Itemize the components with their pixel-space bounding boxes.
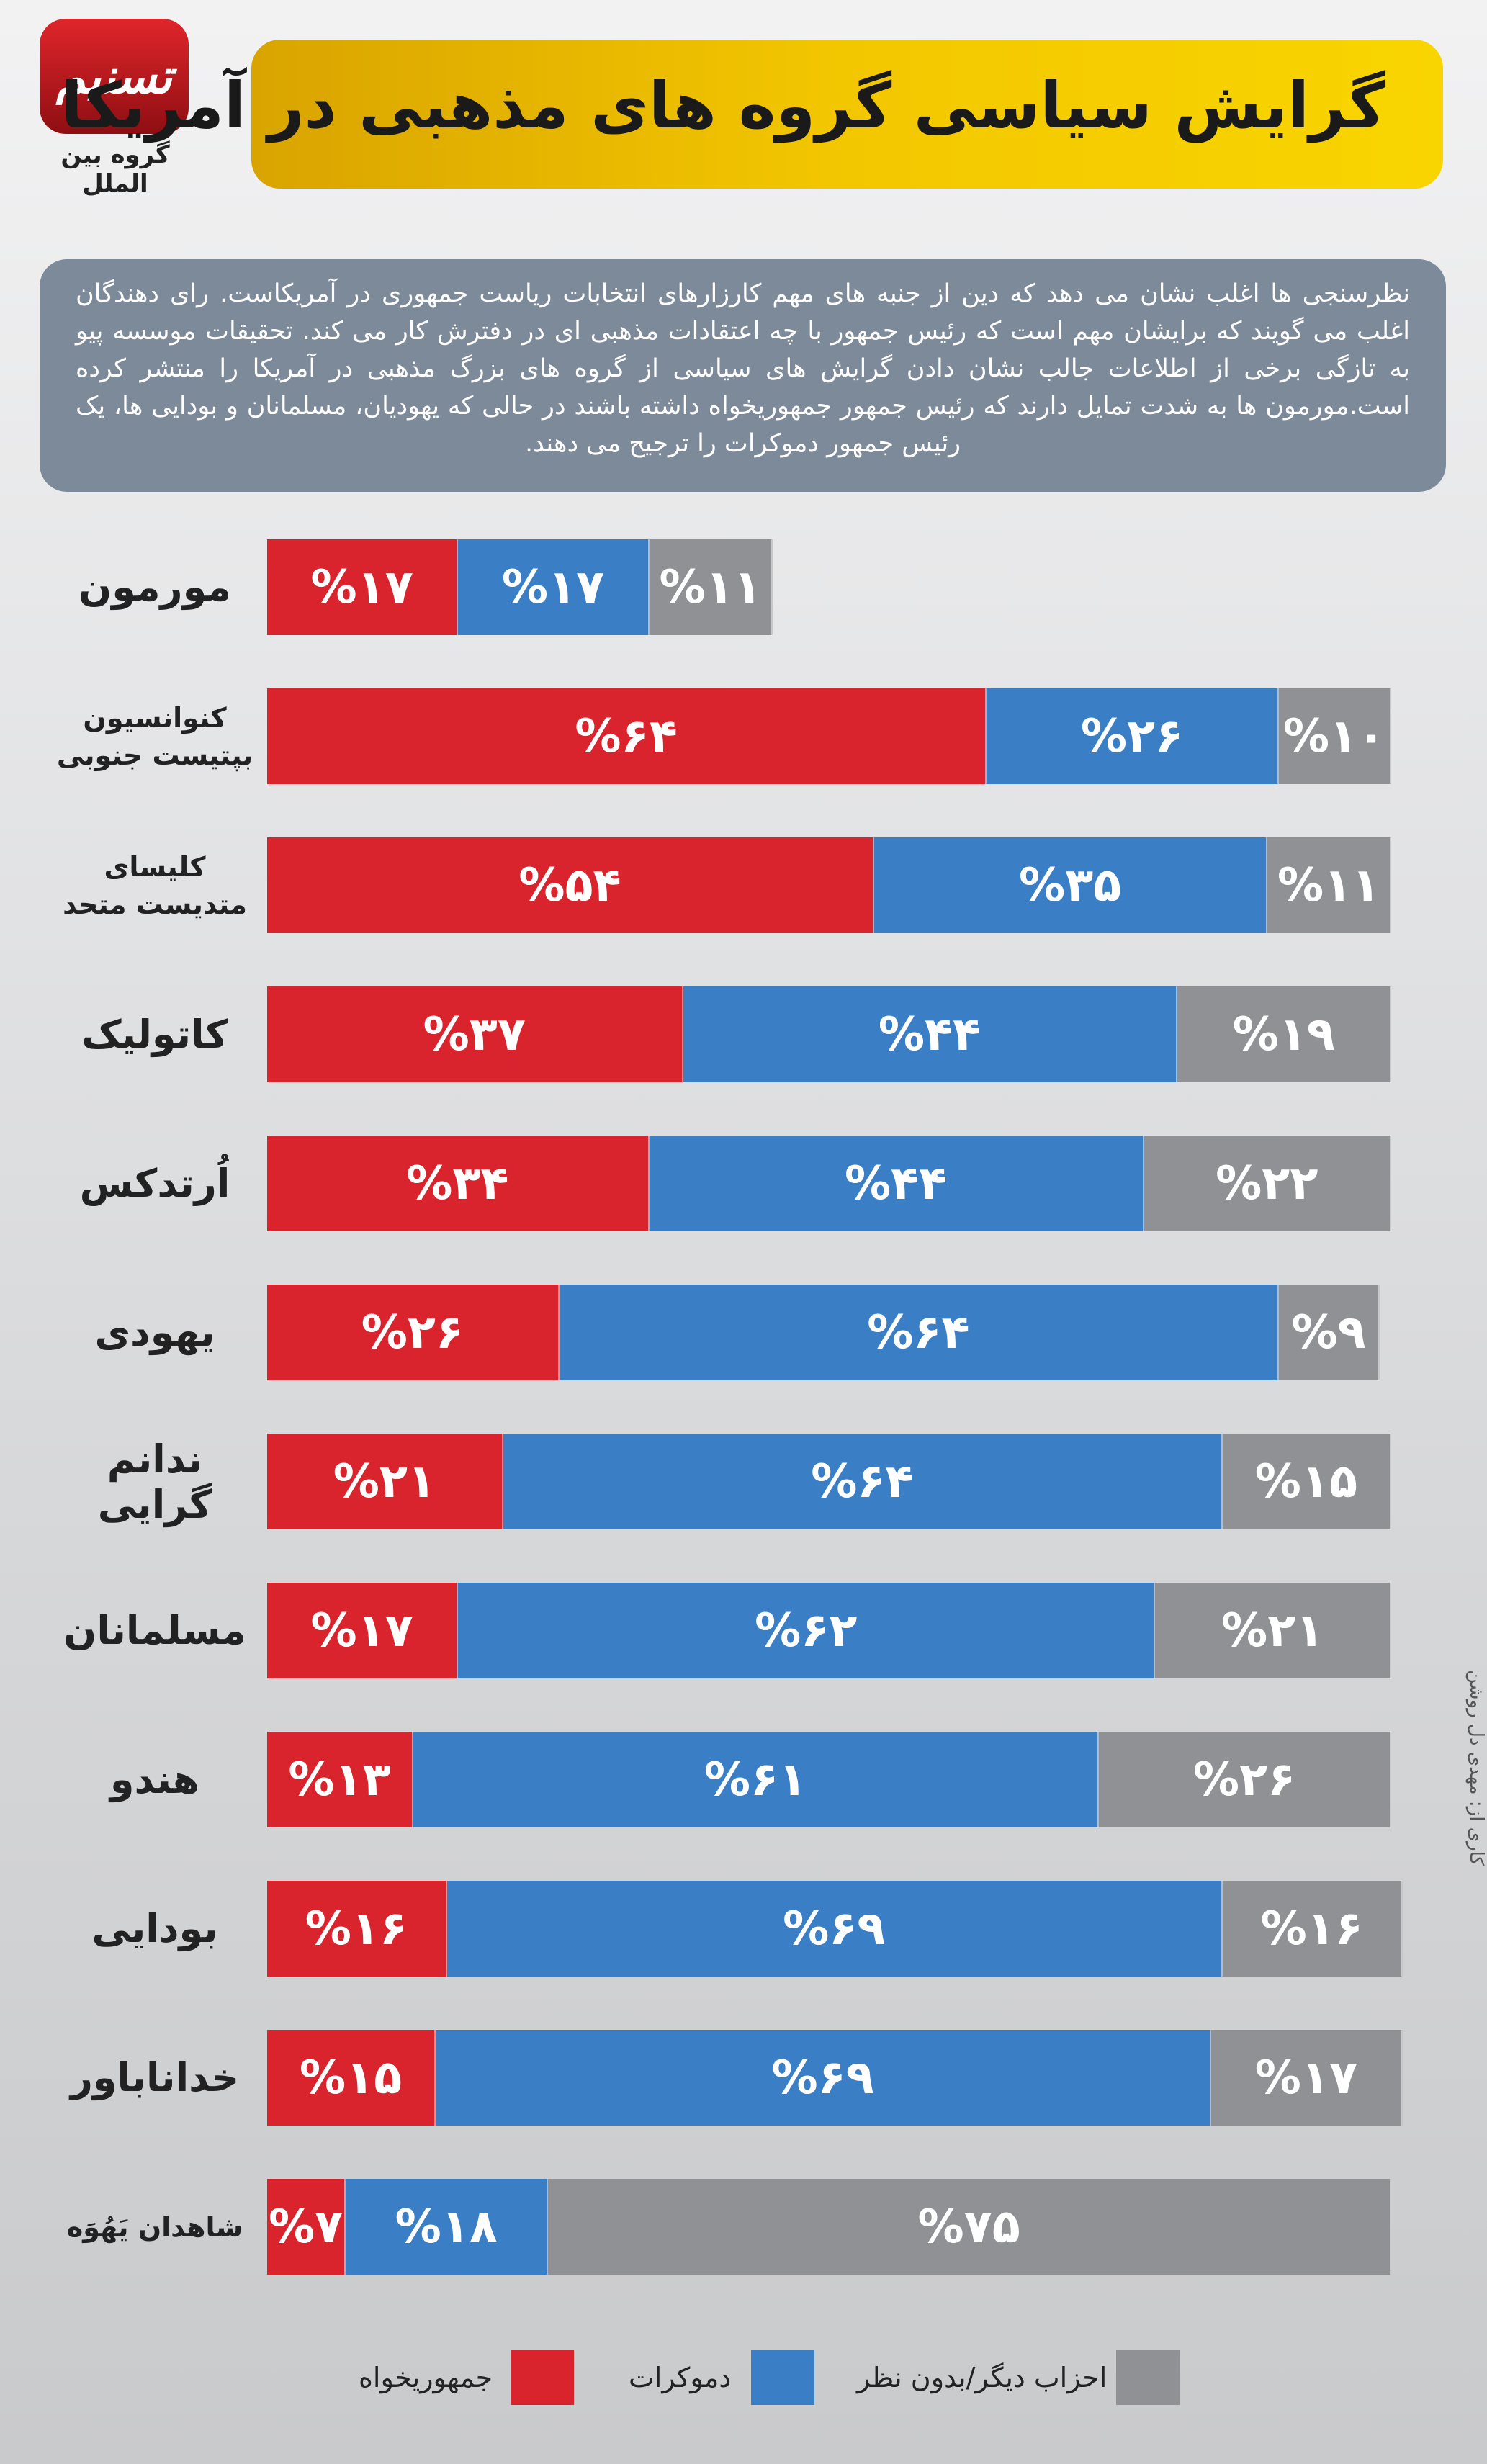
bar-segment: %۶۱ [413,1732,1100,1827]
bar-segment: %۱۷ [1211,2030,1403,2126]
legend-label: دموکرات [629,2362,732,2393]
logo-subtitle: گروه بین الملل [60,140,170,198]
value-label: %۱۸ [395,2200,498,2254]
legend-label: احزاب دیگر/بدون نظر [857,2362,1108,2393]
value-label: %۱۱ [659,560,762,614]
category-label: مورمون [78,565,231,610]
bar-segment: %۶۴ [503,1434,1223,1529]
value-label: %۶۴ [575,709,678,763]
category-label: کلیسای متدیست متحد [63,850,247,920]
header: گرایش سیاسی گروه های مذهبی در آمریکا [61,40,1443,189]
bar-segment: %۶۹ [446,1881,1223,1977]
bar-segment: %۲۶ [1099,1732,1391,1827]
value-label: %۶۹ [771,2051,874,2105]
bar-segment: %۱۹ [1177,986,1391,1082]
value-label: %۱۹ [1232,1007,1335,1061]
value-label: %۱۱ [1277,858,1380,912]
bar-segment: %۱۷ [267,1583,459,1678]
value-label: %۲۶ [361,1305,464,1359]
value-label: %۶۹ [783,1902,886,1956]
bar-segment: %۱۶ [267,1881,447,1977]
category-label: مسلمانان [63,1608,246,1653]
bar-segment: %۳۷ [267,986,683,1082]
value-label: %۹ [1291,1305,1366,1359]
value-label: %۵۴ [518,858,621,912]
value-label: %۳۵ [1018,858,1122,912]
category-label: کنوانسیون بپتیست جنوبی [56,701,253,771]
bar-segment: %۶۴ [267,688,987,784]
value-label: %۱۷ [310,560,413,614]
legend-label: جمهوریخواه [359,2362,493,2393]
chart-title: گرایش سیاسی گروه های مذهبی در آمریکا [60,68,1385,143]
legend-swatch [511,2350,574,2405]
bar-segment: %۱۱ [649,539,773,635]
value-label: %۱۷ [310,1604,413,1658]
credit: کاری از: مهدی دل روشن [1465,1670,1487,1866]
value-label: %۱۷ [1254,2051,1358,2105]
value-label: %۱۶ [305,1902,408,1956]
value-label: %۱۵ [1254,1454,1358,1508]
value-label: %۶۴ [811,1454,914,1508]
bar-segment: %۱۳ [267,1732,413,1827]
bar-segment: %۴۴ [649,1136,1144,1231]
value-label: %۲۶ [1080,709,1184,763]
intro-text: نظرسنجی ها اغلب نشان می دهد که دین از جن… [40,259,1446,492]
value-label: %۱۵ [299,2051,403,2105]
bar-segment: %۲۲ [1144,1136,1391,1231]
bar-segment: %۱۰ [1278,688,1391,784]
category-label: ندانم گرایی [97,1436,212,1527]
bar-segment: %۳۴ [267,1136,650,1231]
bar-segment: %۱۱ [1267,837,1391,933]
bar-segment: %۱۷ [267,539,459,635]
value-label: %۴۴ [878,1007,981,1061]
bar-segment: %۲۱ [1155,1583,1391,1678]
bar-segment: %۲۱ [267,1434,503,1529]
bar-segment: %۱۵ [267,2030,436,2126]
value-label: %۴۴ [845,1156,948,1210]
bar-segment: %۱۶ [1222,1881,1403,1977]
value-label: %۱۰ [1282,709,1386,763]
category-label: کاتولیک [81,1012,228,1057]
value-label: %۱۳ [288,1753,391,1807]
bar-segment: %۱۷ [458,539,650,635]
bar-segment: %۷۵ [548,2179,1391,2275]
value-label: %۲۱ [333,1454,436,1508]
bar-segment: %۷ [267,2179,346,2275]
bar-segment: %۱۸ [346,2179,549,2275]
bar-segment: %۲۶ [987,688,1279,784]
value-label: %۶۴ [867,1305,970,1359]
category-label: هندو [109,1757,200,1802]
value-label: %۶۲ [755,1604,858,1658]
value-label: %۷ [269,2200,343,2254]
value-label: %۱۶ [1260,1902,1363,1956]
value-label: %۳۷ [423,1007,526,1061]
legend-swatch [1116,2350,1180,2405]
value-label: %۱۷ [501,560,605,614]
category-label: خداناباور [70,2055,240,2100]
value-label: %۳۴ [406,1156,509,1210]
value-label: %۲۲ [1216,1156,1318,1210]
value-label: %۲۱ [1221,1604,1324,1658]
legend-swatch [751,2350,814,2405]
bar-segment: %۳۵ [873,837,1268,933]
category-label: اُرتدکس [79,1161,230,1206]
value-label: %۷۵ [917,2200,1020,2254]
bar-segment: %۵۴ [267,837,874,933]
bar-segment: %۲۶ [267,1285,560,1380]
category-label: بودایی [91,1906,218,1951]
logo: تسنیم [40,19,189,134]
value-label: %۶۱ [704,1753,807,1807]
bar-segment: %۶۲ [458,1583,1156,1678]
category-label: یهودی [94,1310,215,1355]
value-label: %۲۶ [1192,1753,1296,1807]
category-label: شاهدان یَهُوَه [66,2211,243,2243]
bar-segment: %۹ [1278,1285,1380,1380]
bar-segment: %۱۵ [1222,1434,1391,1529]
bar-segment: %۶۴ [559,1285,1279,1380]
bar-segment: %۶۹ [436,2030,1212,2126]
bar-segment: %۴۴ [683,986,1178,1082]
